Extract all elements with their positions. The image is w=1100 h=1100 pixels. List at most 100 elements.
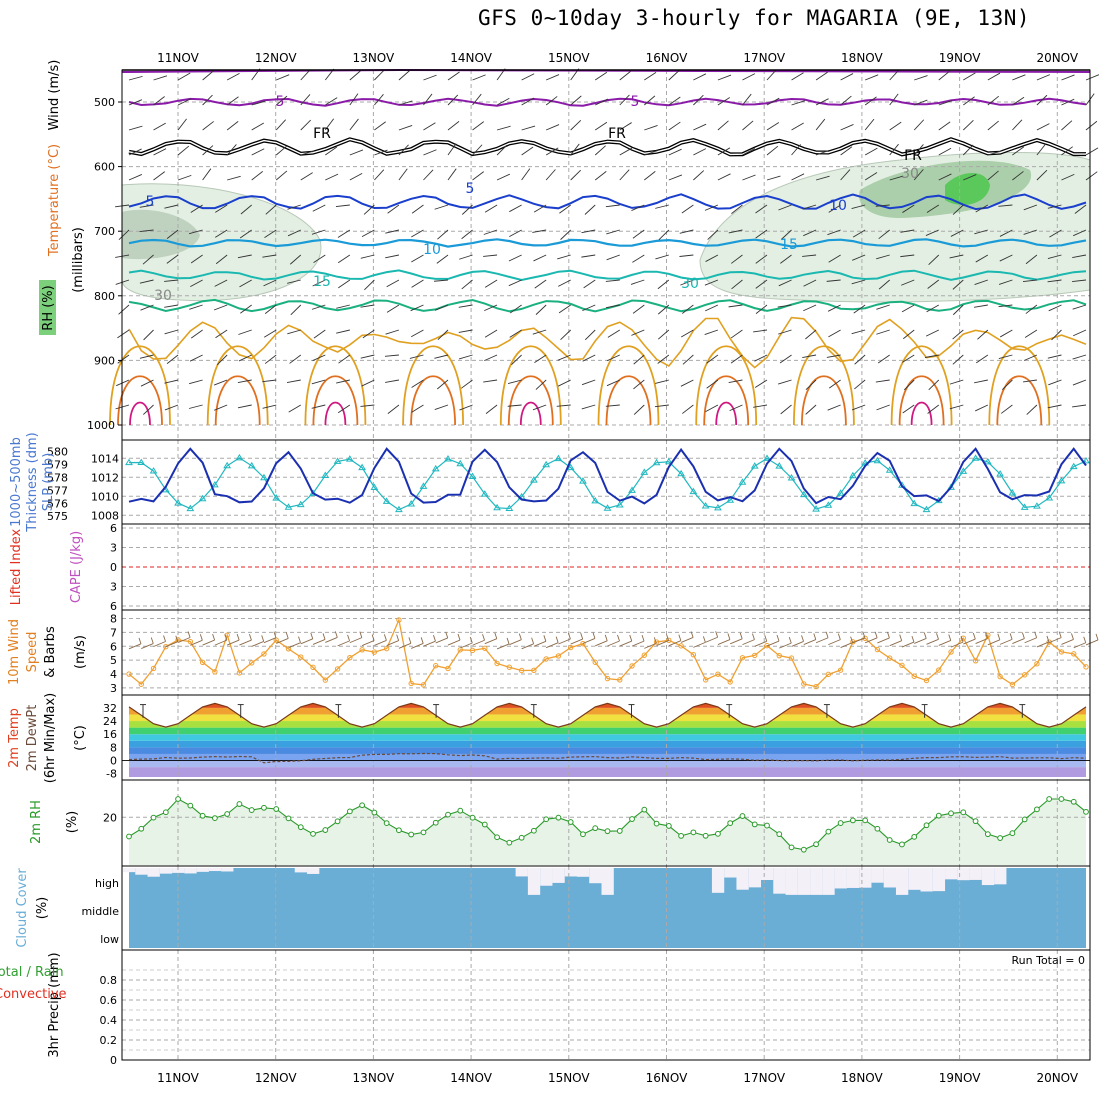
wind-barb: [338, 354, 351, 364]
wind-barb: [583, 279, 596, 289]
rh-legend-bar: [39, 280, 56, 335]
wind-barb: [693, 170, 705, 181]
rh-marker: [261, 804, 267, 811]
wind-barb: [142, 254, 154, 265]
wind-barb-10m-flag: [580, 632, 584, 640]
precip-tick-label: 0.8: [100, 974, 118, 987]
wind-barb: [387, 404, 400, 414]
wind-barb: [507, 379, 522, 385]
thickness-marker: [579, 477, 587, 484]
axis-label-wind10: 10m Wind: [7, 619, 22, 685]
wind-speed-marker: [923, 677, 930, 684]
wind-barb-10m-flag: [347, 634, 351, 642]
wind-barb: [1036, 94, 1048, 106]
wind-barb-10m: [509, 639, 522, 646]
cloud-tick-label: middle: [81, 905, 119, 918]
wind-barb: [1022, 279, 1037, 283]
wind-barb: [913, 144, 924, 156]
wind-tick-label: 3: [110, 682, 117, 695]
thickness-marker: [272, 494, 281, 501]
wind-barb: [484, 304, 498, 312]
wind-barb-10m: [263, 637, 277, 644]
wind-barb: [521, 97, 534, 106]
wind-speed-marker: [985, 632, 991, 638]
wind-speed-line: [128, 617, 1087, 688]
thickness-marker: [971, 454, 980, 461]
wind-speed-marker: [1058, 649, 1065, 655]
wind-barb: [570, 95, 582, 106]
wind-barb-10m-flag: [273, 631, 277, 638]
wind-barb: [240, 304, 252, 314]
axis-label-lifted-index: Lifted Index: [9, 528, 24, 605]
wind-barb: [952, 304, 964, 316]
wind-barb-10m-flag: [997, 633, 1001, 640]
rh-marker: [346, 808, 353, 815]
rh-marker: [126, 833, 132, 840]
rh-marker: [211, 815, 218, 822]
rh-marker: [580, 831, 586, 838]
wind-barb: [619, 94, 630, 106]
wind-barb: [974, 404, 989, 412]
rh-marker: [506, 839, 513, 846]
wind-barb: [324, 68, 335, 81]
wind-barb: [755, 204, 768, 214]
wind-barb: [1036, 123, 1050, 131]
thickness-marker: [431, 464, 440, 472]
wind-barb-10m-flag: [1021, 632, 1025, 639]
mb-tick-label: 1000: [87, 419, 115, 432]
wind-barb: [706, 354, 719, 364]
wind-barb: [275, 170, 288, 181]
wind-barb: [558, 304, 571, 314]
wind-barb: [570, 119, 582, 131]
wind-barb-10m: [803, 639, 816, 645]
wind-barb: [902, 404, 915, 414]
mb-tick-label: 600: [94, 161, 115, 174]
contour-label: 30: [154, 288, 172, 304]
wind-barb: [533, 254, 547, 262]
wind-barb: [742, 73, 756, 81]
wind-barb: [287, 279, 301, 284]
isotherm-loop: [117, 375, 163, 426]
precip-tick-label: 0.6: [100, 994, 118, 1007]
cloud-high-bar: [773, 868, 786, 894]
wind-barb: [325, 146, 338, 156]
wind-barb: [657, 304, 670, 315]
contour-label: 5: [631, 94, 640, 110]
wind-barb: [447, 168, 457, 181]
wind-barb: [287, 329, 301, 335]
wind-barb: [914, 99, 928, 106]
rh-marker: [653, 820, 660, 827]
wind-barb: [496, 97, 510, 106]
wind-speed-marker: [948, 649, 954, 655]
wind-barb-10m: [423, 640, 436, 647]
thickness-marker: [824, 501, 833, 508]
cloud-tick-label: low: [100, 933, 119, 946]
wind-barb: [472, 93, 482, 106]
wind-barb: [753, 404, 768, 408]
wind-barb: [349, 149, 364, 156]
rh-tick-label: 20: [103, 811, 117, 824]
wind-barb: [791, 122, 804, 131]
axis-label-dewpt: 2m DewPt: [25, 705, 40, 772]
wind-barb: [926, 304, 939, 313]
wind-barb: [139, 279, 154, 284]
thickness-marker: [726, 496, 735, 503]
wind-barb: [949, 404, 964, 410]
thickness-tick-label: 575: [47, 510, 68, 523]
wind-barb: [777, 304, 792, 308]
wind-barb-10m: [1061, 639, 1074, 645]
wind-barb: [436, 254, 449, 264]
wind-barb-10m-flag: [886, 631, 890, 639]
rh-marker: [396, 827, 402, 834]
thickness-marker: [1033, 502, 1041, 509]
wind-barb: [927, 279, 940, 289]
wind-barb: [851, 329, 866, 335]
wind-barb-10m: [361, 640, 375, 646]
rh-marker: [469, 814, 476, 821]
wind-barb: [852, 229, 866, 238]
thickness-marker: [689, 487, 698, 495]
rh-marker: [175, 796, 181, 802]
wind-barb: [1025, 254, 1038, 265]
wind-barb-10m-flag: [788, 637, 792, 644]
wind-barb: [1085, 120, 1098, 131]
